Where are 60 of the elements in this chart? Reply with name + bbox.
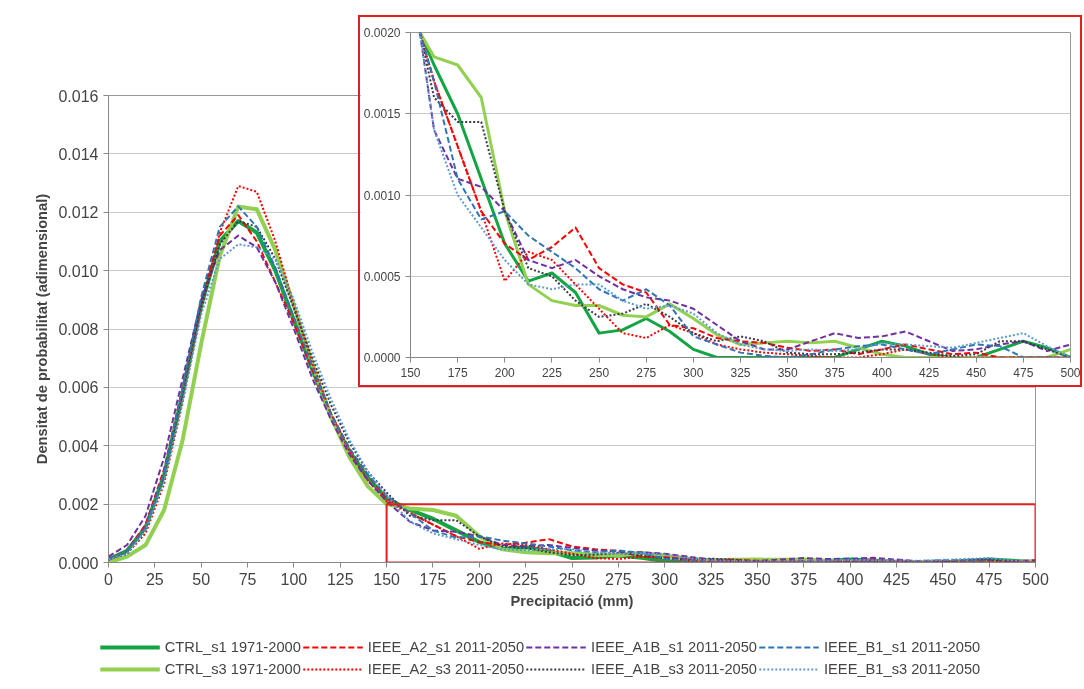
y-axis-title: Densitat de probabilitat (adimensional): [34, 193, 51, 465]
x-tick-label: 125: [326, 570, 354, 588]
legend-label: CTRL_s1 1971-2000: [164, 639, 301, 655]
y-tick-label: 0.004: [58, 437, 99, 455]
x-tick-label: 475: [1013, 365, 1034, 380]
x-tick-label: 200: [465, 570, 493, 588]
x-tick-label: 250: [558, 570, 586, 588]
x-tick-label: 475: [975, 570, 1003, 588]
x-tick-label: 175: [419, 570, 447, 588]
x-tick-label: 300: [651, 570, 679, 588]
x-tick-label: 325: [697, 570, 725, 588]
y-tick-label: 0.0005: [363, 269, 401, 284]
y-tick-label: 0.002: [58, 496, 99, 514]
x-tick-label: 500: [1060, 365, 1081, 380]
x-tick-label: 325: [730, 365, 751, 380]
x-tick-label: 425: [919, 365, 940, 380]
x-tick-label: 150: [373, 570, 401, 588]
y-tick-label: 0.0015: [363, 107, 401, 122]
x-tick-label: 450: [929, 570, 957, 588]
y-tick-label: 0.012: [58, 204, 99, 222]
x-axis-title: Precipitació (mm): [510, 592, 634, 609]
x-tick-label: 75: [238, 570, 257, 588]
y-tick-label: 0.0020: [363, 26, 401, 40]
legend-label: CTRL_s3 1971-2000: [164, 661, 301, 677]
y-tick-label: 0.016: [58, 87, 99, 105]
y-tick-label: 0.014: [58, 145, 99, 163]
x-tick-label: 200: [494, 365, 516, 380]
x-tick-label: 425: [883, 570, 910, 588]
x-tick-label: 50: [192, 570, 211, 588]
legend-label: IEEE_B1_s1 2011-2050: [824, 639, 981, 655]
legend-label: IEEE_A1B_s3 2011-2050: [591, 661, 758, 677]
legend-label: IEEE_A2_s1 2011-2050: [367, 639, 525, 655]
x-tick-label: 350: [744, 570, 771, 588]
x-tick-label: 375: [790, 570, 818, 588]
x-tick-label: 350: [777, 365, 798, 380]
x-tick-label: 100: [280, 570, 308, 588]
y-tick-label: 0.008: [58, 321, 99, 338]
y-tick-label: 0.0010: [363, 188, 401, 203]
y-tick-label: 0.000: [58, 554, 99, 572]
y-tick-label: 0.010: [58, 262, 99, 280]
x-tick-label: 175: [447, 365, 468, 380]
x-tick-label: 500: [1022, 570, 1049, 588]
y-tick-label: 0.0000: [363, 351, 401, 365]
x-tick-label: 275: [605, 570, 632, 588]
x-tick-label: 0: [104, 570, 114, 588]
x-tick-label: 25: [145, 570, 164, 588]
x-tick-label: 375: [824, 365, 846, 380]
x-tick-label: 450: [966, 365, 987, 380]
legend-label: IEEE_B1_s3 2011-2050: [824, 661, 981, 677]
legend-label: IEEE_A2_s3 2011-2050: [367, 661, 525, 677]
y-tick-label: 0.006: [58, 379, 99, 397]
x-tick-label: 400: [871, 365, 893, 380]
x-tick-label: 250: [589, 365, 610, 380]
x-tick-label: 225: [512, 570, 540, 588]
legend-label: IEEE_A1B_s1 2011-2050: [591, 639, 758, 655]
x-tick-label: 275: [636, 365, 657, 380]
x-tick-label: 150: [400, 365, 421, 380]
x-tick-label: 300: [683, 365, 704, 380]
x-tick-label: 400: [836, 570, 864, 588]
x-tick-label: 225: [541, 365, 563, 380]
